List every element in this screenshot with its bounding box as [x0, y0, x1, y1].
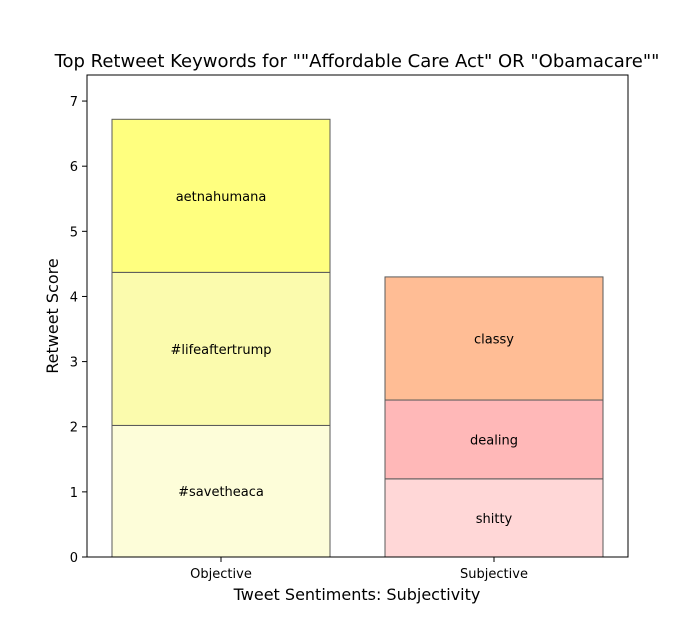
bar-segment-objective-aetnahumana: [111, 118, 331, 273]
y-tick-label: 3: [70, 356, 78, 371]
segment-label-shitty: shitty: [476, 512, 513, 527]
x-axis-label: Tweet Sentiments: Subjectivity: [233, 585, 481, 604]
y-axis-label: Retweet Score: [43, 258, 62, 373]
bar-segment-objective-savetheaca: [111, 424, 331, 558]
segment-label-classy: classy: [474, 332, 514, 347]
plot-area-frame: [86, 74, 629, 558]
y-tick-label: 0: [70, 551, 78, 566]
segment-label-lifeaftertrump: #lifeaftertrump: [170, 343, 271, 358]
bar-segment-objective-lifeaftertrump: [111, 271, 331, 426]
chart-title: Top Retweet Keywords for ""Affordable Ca…: [54, 51, 660, 72]
bar-segment-subjective-dealing: [384, 399, 604, 480]
y-tick-label: 7: [70, 95, 78, 110]
bar-segment-subjective-shitty: [384, 478, 604, 558]
bars-layer: [111, 118, 604, 558]
segment-label-dealing: dealing: [470, 433, 518, 448]
x-axis: Objective Subjective: [190, 557, 528, 582]
segment-label-aetnahumana: aetnahumana: [176, 190, 267, 205]
segment-labels-layer: #savetheaca #lifeaftertrump aetnahumana shi…: [170, 190, 517, 527]
x-tick-label-objective: Objective: [190, 567, 252, 582]
y-axis: 0 1 2 3 4 5 6 7: [70, 95, 87, 566]
y-tick-label: 5: [70, 225, 78, 240]
y-tick-label: 2: [70, 421, 78, 436]
y-tick-label: 4: [70, 290, 78, 305]
bar-segment-subjective-classy: [384, 276, 604, 401]
y-tick-label: 1: [70, 486, 78, 501]
x-tick-label-subjective: Subjective: [460, 567, 528, 582]
segment-label-savetheaca: #savetheaca: [178, 485, 264, 500]
y-tick-label: 6: [70, 160, 78, 175]
